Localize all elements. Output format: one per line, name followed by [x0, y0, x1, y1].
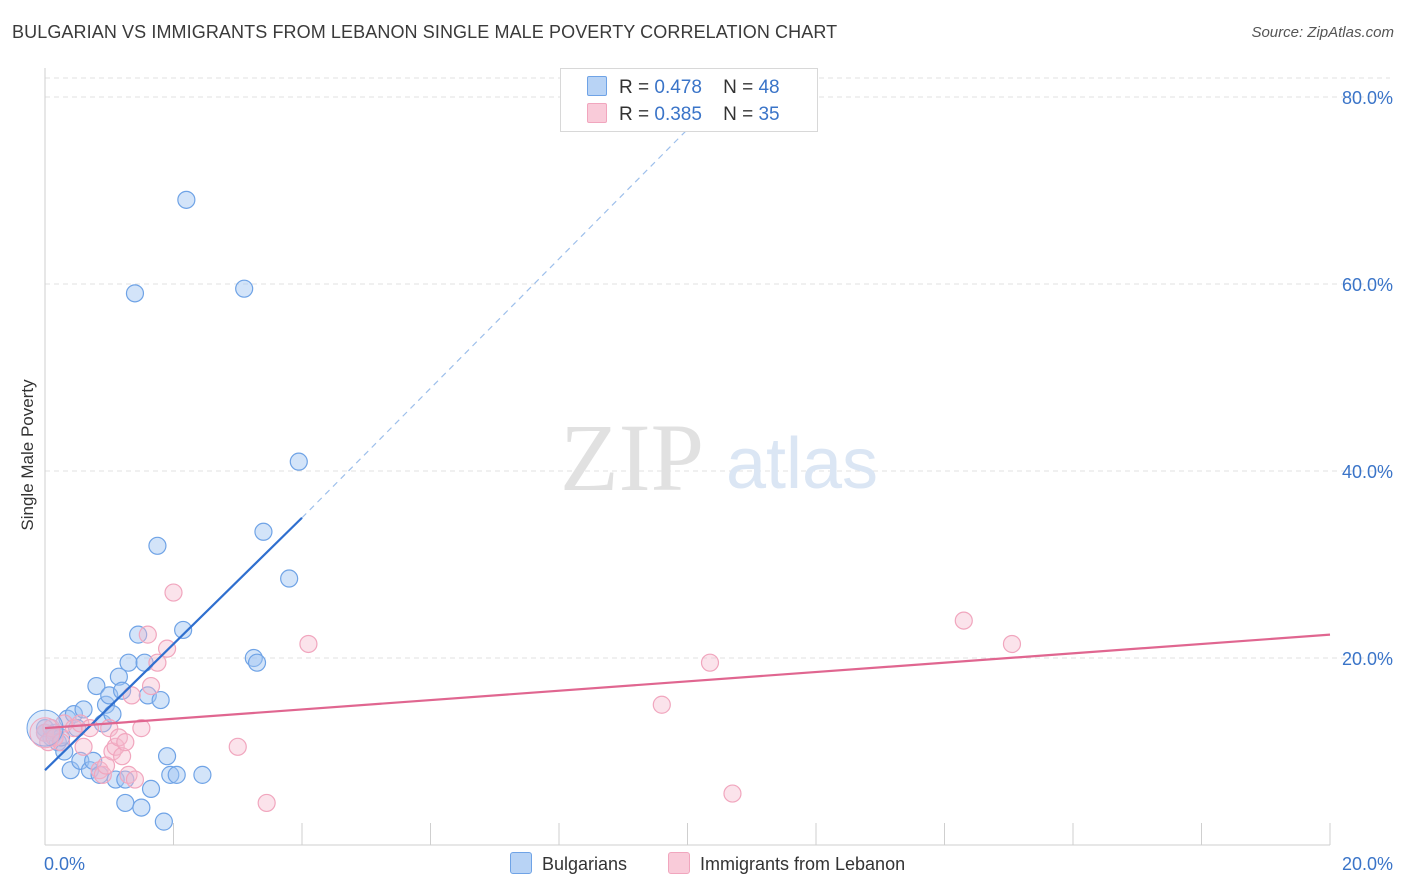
legend-n-label: N = — [723, 104, 754, 125]
point-bulgarians — [64, 704, 84, 724]
point-lebanon — [700, 653, 720, 672]
point-bulgarians — [177, 190, 196, 209]
watermark-zip: ZIP — [560, 404, 704, 511]
point-bulgarians — [161, 765, 180, 784]
point-bulgarians — [289, 452, 308, 471]
data-points — [26, 190, 1022, 831]
legend-r-value: 0.478 — [654, 77, 702, 98]
point-bulgarians — [167, 765, 186, 784]
point-lebanon — [132, 719, 151, 738]
bottom-legend-swatch-blue — [510, 852, 532, 874]
point-bulgarians — [132, 798, 151, 817]
legend-swatch-blue — [587, 76, 607, 96]
bottom-legend-label: Immigrants from Lebanon — [700, 854, 906, 874]
point-bulgarians — [61, 761, 80, 780]
correlation-legend: R = 0.478 N = 48 R = 0.385 N = 35 — [560, 68, 818, 132]
y-tick-label: 60.0% — [1342, 275, 1393, 295]
point-lebanon — [1002, 634, 1022, 654]
trend-line-bulgarians — [44, 516, 303, 771]
y-tick-label: 20.0% — [1342, 649, 1393, 669]
x-tick-label: 0.0% — [44, 854, 85, 874]
point-bulgarians — [280, 569, 299, 588]
point-bulgarians — [151, 690, 170, 710]
legend-n-value: 35 — [758, 104, 780, 125]
bottom-legend-lebanon[interactable]: Immigrants from Lebanon — [668, 852, 905, 875]
point-bulgarians — [148, 536, 167, 555]
point-bulgarians — [129, 625, 148, 644]
point-bulgarians — [125, 284, 145, 303]
point-lebanon — [157, 639, 177, 658]
point-lebanon — [299, 634, 318, 654]
point-bulgarians — [74, 700, 93, 719]
point-lebanon — [112, 747, 132, 766]
point-lebanon — [71, 714, 90, 733]
point-bulgarians — [247, 653, 267, 672]
point-bulgarians — [174, 620, 193, 640]
point-bulgarians — [87, 676, 106, 696]
point-bulgarians — [71, 751, 90, 770]
point-bulgarians — [141, 779, 161, 799]
point-lebanon — [723, 784, 742, 803]
point-lebanon — [164, 583, 183, 602]
point-bulgarians — [154, 812, 173, 831]
tick-labels: 20.0% 40.0% 60.0% 80.0% 0.0% 20.0% — [44, 88, 1393, 874]
source-label: Source: ZipAtlas.com — [1251, 24, 1394, 41]
point-lebanon — [74, 737, 93, 756]
legend-swatch-pink — [587, 103, 607, 123]
watermark: ZIP atlas — [560, 404, 878, 511]
legend-n-label: N = — [723, 77, 754, 98]
point-lebanon — [51, 733, 71, 752]
bottom-legend-label: Bulgarians — [542, 854, 628, 874]
watermark-atlas: atlas — [726, 424, 878, 504]
point-lebanon — [954, 611, 973, 630]
y-tick-label: 40.0% — [1342, 462, 1393, 482]
grid-lines — [45, 77, 1390, 659]
point-bulgarians — [157, 747, 177, 766]
trend-lines — [44, 96, 1331, 771]
y-tick-label: 80.0% — [1342, 88, 1393, 108]
chart-title: BULGARIAN VS IMMIGRANTS FROM LEBANON SIN… — [12, 22, 838, 42]
bottom-legend-bulgarians[interactable]: Bulgarians — [510, 852, 627, 875]
trend-line-lebanon — [44, 633, 1331, 730]
legend-r-label: R = — [619, 77, 650, 98]
bottom-legend-swatch-pink — [668, 852, 690, 874]
legend-row-lebanon: R = 0.385 N = 35 — [587, 103, 780, 126]
point-lebanon — [257, 793, 276, 813]
point-bulgarians — [119, 653, 138, 672]
point-lebanon-cluster — [29, 717, 61, 749]
point-bulgarians — [109, 667, 128, 686]
point-bulgarians — [112, 681, 132, 700]
point-lebanon — [148, 653, 167, 672]
point-bulgarians — [254, 522, 273, 541]
point-lebanon — [125, 770, 145, 789]
point-lebanon — [138, 625, 157, 644]
point-lebanon — [122, 686, 141, 705]
point-lebanon — [116, 733, 135, 752]
point-lebanon — [141, 676, 161, 696]
point-lebanon — [228, 737, 247, 756]
point-lebanon — [652, 695, 671, 714]
legend-row-bulgarians: R = 0.478 N = 48 — [587, 76, 780, 99]
axes — [44, 68, 1331, 846]
point-bulgarians — [235, 279, 254, 298]
legend-n-value: 48 — [758, 77, 780, 98]
point-lebanon — [80, 719, 100, 738]
point-bulgarians — [116, 793, 135, 813]
legend-r-value: 0.385 — [654, 104, 702, 125]
x-tick-label: 20.0% — [1342, 854, 1393, 874]
legend-r-label: R = — [619, 104, 650, 125]
point-bulgarians — [193, 765, 212, 784]
